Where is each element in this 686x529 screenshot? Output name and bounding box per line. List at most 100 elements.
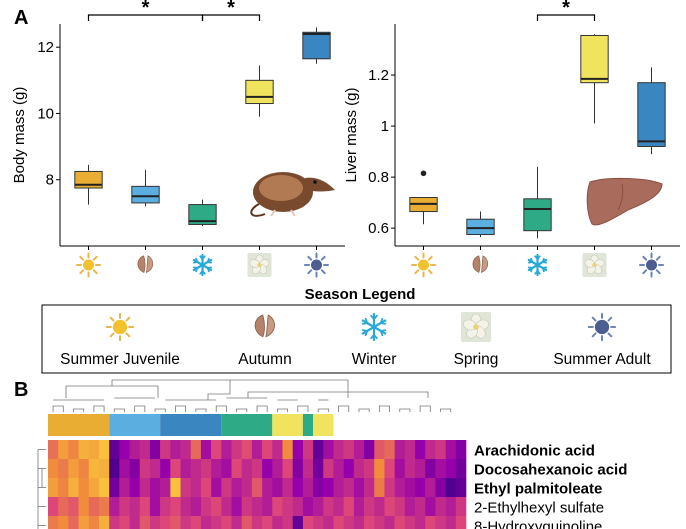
heatmap-cell <box>119 440 130 460</box>
heatmap-cell <box>170 459 181 479</box>
heatmap-cell <box>160 516 171 529</box>
heatmap-cell <box>272 440 283 460</box>
heatmap-cell <box>302 516 314 529</box>
liver-x-flower-icon <box>582 253 607 277</box>
heatmap-cell <box>435 459 446 479</box>
liver-star: * <box>562 0 570 19</box>
heatmap-cell <box>445 516 457 529</box>
heatmap-cell <box>333 440 344 460</box>
heatmap-cell <box>404 459 416 479</box>
heatmap-cell <box>190 459 202 479</box>
body-x-blue-sun-icon <box>304 252 329 278</box>
heatmap-cell <box>149 440 161 460</box>
liver-x-snowflake-icon <box>527 253 548 277</box>
heatmap-cell <box>323 497 334 517</box>
heatmap-cell <box>58 459 69 479</box>
heatmap-cell <box>292 440 304 460</box>
heatmap-cell <box>109 497 120 517</box>
heatmap-cell <box>282 478 293 498</box>
heatmap-cell <box>149 516 161 529</box>
heatmap-cell <box>139 497 151 517</box>
legend-label: Winter <box>352 351 397 368</box>
heatmap-cell <box>262 516 273 529</box>
annotation-0 <box>48 414 110 436</box>
heatmap-cell <box>241 516 253 529</box>
liver-x-blue-sun-icon <box>639 252 664 278</box>
heatmap-cell <box>200 440 212 460</box>
legend-snowflake-icon <box>361 312 387 342</box>
heatmap-cell <box>333 459 344 479</box>
heatmap-cell <box>313 459 324 479</box>
heatmap-cell <box>302 440 314 460</box>
heatmap-cell <box>119 516 130 529</box>
row-label: 2-Ethylhexyl sulfate <box>474 500 604 517</box>
body-box-4 <box>302 27 331 64</box>
liver-box-rect <box>523 198 552 232</box>
heatmap-cell <box>88 497 100 517</box>
body-box-3 <box>245 65 274 117</box>
heatmap-cell <box>404 478 416 498</box>
heatmap-cell <box>231 497 243 517</box>
heatmap-cell <box>364 440 375 460</box>
heatmap-cell <box>231 440 243 460</box>
annotation-5 <box>302 414 314 436</box>
heatmap-cell <box>404 440 416 460</box>
heatmap-cell <box>272 516 283 529</box>
heatmap-cell <box>374 459 385 479</box>
heatmap-cell <box>98 440 110 460</box>
heatmap-cell <box>48 516 59 529</box>
heatmap-cell <box>98 459 110 479</box>
row-dendrogram <box>37 449 46 529</box>
heatmap-cell <box>445 478 457 498</box>
heatmap-cell <box>68 440 79 460</box>
heatmap-cell <box>394 516 406 529</box>
heatmap-cell <box>68 459 79 479</box>
panel-label-b: B <box>14 379 28 401</box>
heatmap-cell <box>231 516 243 529</box>
heatmap-cell <box>302 459 314 479</box>
heatmap-cell <box>170 516 181 529</box>
heatmap-cell <box>98 497 110 517</box>
heatmap-cell <box>149 459 161 479</box>
heatmap-cell <box>333 497 344 517</box>
heatmap-cell <box>251 459 263 479</box>
heatmap-cell <box>262 478 273 498</box>
heatmap-cell <box>435 440 446 460</box>
liver-ytick-label: 1 <box>381 118 389 135</box>
body-x-snowflake-icon <box>192 253 213 277</box>
heatmap-cell <box>48 478 59 498</box>
liver-bracket <box>536 14 596 21</box>
heatmap-cell <box>109 459 120 479</box>
body-ytick-label: 12 <box>37 39 54 56</box>
heatmap-cell <box>58 440 69 460</box>
row-label: Docosahexanoic acid <box>474 462 627 479</box>
heatmap-cell <box>374 478 385 498</box>
heatmap-cell <box>343 459 355 479</box>
body-star: * <box>227 0 235 19</box>
heatmap-cell <box>241 459 253 479</box>
liver-box-1 <box>466 211 495 238</box>
column-dendrogram <box>52 379 452 412</box>
heatmap-cell <box>415 478 426 498</box>
heatmap-cell <box>404 497 416 517</box>
heatmap-cell <box>68 497 79 517</box>
annotation-6 <box>313 414 334 436</box>
legend-sun-icon <box>105 312 135 342</box>
heatmap-cell <box>180 478 192 498</box>
heatmap-cell <box>282 459 293 479</box>
body-ylabel: Body mass (g) <box>11 87 28 184</box>
heatmap-cell <box>211 516 222 529</box>
body-significance-1: * <box>201 0 261 21</box>
liver-box-3 <box>580 34 609 124</box>
liver-ytick-label: 0.8 <box>368 169 389 186</box>
heatmap-cell <box>200 516 212 529</box>
heatmap-cell <box>78 459 90 479</box>
shrew-eye <box>313 180 317 184</box>
heatmap-cell <box>455 459 467 479</box>
heatmap-cell <box>455 516 467 529</box>
heatmap-cell <box>445 459 457 479</box>
body-box-rect <box>131 185 160 204</box>
heatmap-cell <box>425 459 436 479</box>
liver-box-rect <box>637 82 666 147</box>
